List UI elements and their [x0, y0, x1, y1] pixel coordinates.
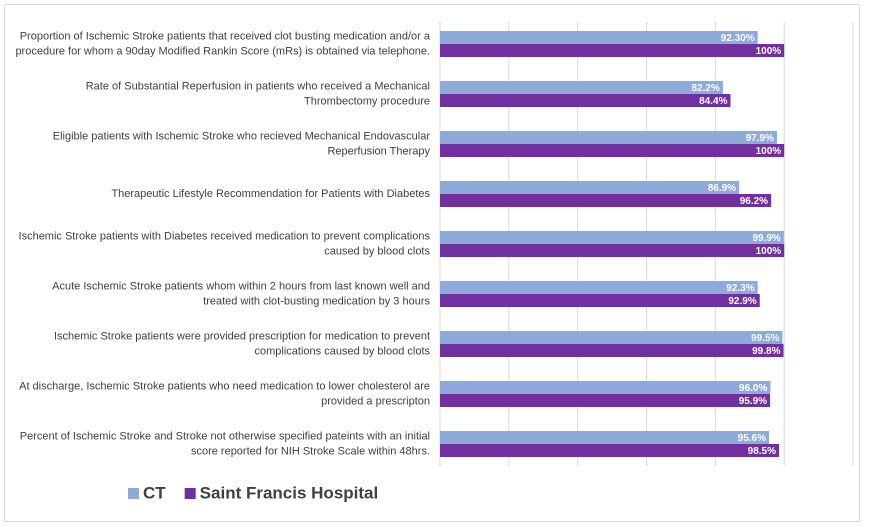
- category-label: Proportion of Ischemic Stroke patients t…: [20, 30, 431, 42]
- category-label: Percent of Ischemic Stroke and Stroke no…: [20, 430, 430, 442]
- bar: [440, 231, 784, 244]
- legend-swatch: [128, 488, 139, 499]
- value-label: 100%: [756, 46, 782, 57]
- bar: [440, 144, 785, 157]
- value-label: 100%: [756, 146, 782, 157]
- chart-border: [4, 4, 860, 522]
- bar: [440, 344, 784, 357]
- bar: [440, 431, 770, 444]
- value-label: 98.5%: [748, 446, 776, 457]
- category-label: score reported for NIH Stroke Scale with…: [191, 445, 430, 457]
- legend-label: CT: [143, 483, 166, 502]
- value-label: 96.0%: [739, 383, 767, 394]
- bar: [440, 244, 785, 257]
- value-label: 97.9%: [746, 133, 774, 144]
- value-label: 82.2%: [692, 83, 720, 94]
- value-label: 86.9%: [708, 183, 736, 194]
- value-label: 95.6%: [738, 433, 766, 444]
- category-label: treated with clot-busting medication by …: [203, 295, 430, 307]
- category-label: Acute Ischemic Stroke patients whom with…: [52, 280, 430, 292]
- category-label: Thrombectomy procedure: [304, 95, 430, 107]
- value-label: 92.3%: [726, 283, 754, 294]
- category-label: provided a prescripton: [321, 395, 430, 407]
- value-label: 96.2%: [740, 196, 768, 207]
- category-label: Reperfusion Therapy: [327, 145, 430, 157]
- category-label: Ischemic Stroke patients were provided p…: [54, 330, 430, 342]
- value-label: 100%: [756, 246, 782, 257]
- value-label: 95.9%: [739, 396, 767, 407]
- category-label: complications caused by blood clots: [255, 345, 431, 357]
- category-label: At discharge, Ischemic Stroke patients w…: [19, 380, 430, 392]
- bar: [440, 44, 785, 57]
- bar: [440, 394, 771, 407]
- bar: [440, 381, 771, 394]
- bar: [440, 194, 772, 207]
- value-label: 92.9%: [728, 296, 756, 307]
- value-label: 99.5%: [751, 333, 779, 344]
- category-label: procedure for whom a 90day Modified Rank…: [15, 45, 430, 57]
- bar: [440, 131, 777, 144]
- bar: [440, 281, 758, 294]
- bar: [440, 31, 758, 44]
- category-label: Rate of Substantial Reperfusion in patie…: [86, 80, 430, 92]
- legend-label: Saint Francis Hospital: [200, 483, 379, 502]
- category-label: Ischemic Stroke patients with Diabetes r…: [19, 230, 431, 242]
- value-label: 99.8%: [752, 346, 780, 357]
- bar: [440, 331, 783, 344]
- legend-swatch: [184, 488, 196, 499]
- value-label: 84.4%: [699, 96, 727, 107]
- category-label: caused by blood clots: [324, 245, 430, 257]
- bar: [440, 444, 780, 457]
- bar: [440, 94, 731, 107]
- bar: [440, 81, 723, 94]
- bar: [440, 181, 740, 194]
- bar: [440, 294, 760, 307]
- value-label: 92.30%: [721, 33, 755, 44]
- category-label: Therapeutic Lifestyle Recommendation for…: [111, 188, 430, 200]
- value-label: 99.9%: [752, 233, 780, 244]
- category-label: Eligible patients with Ischemic Stroke w…: [53, 130, 431, 142]
